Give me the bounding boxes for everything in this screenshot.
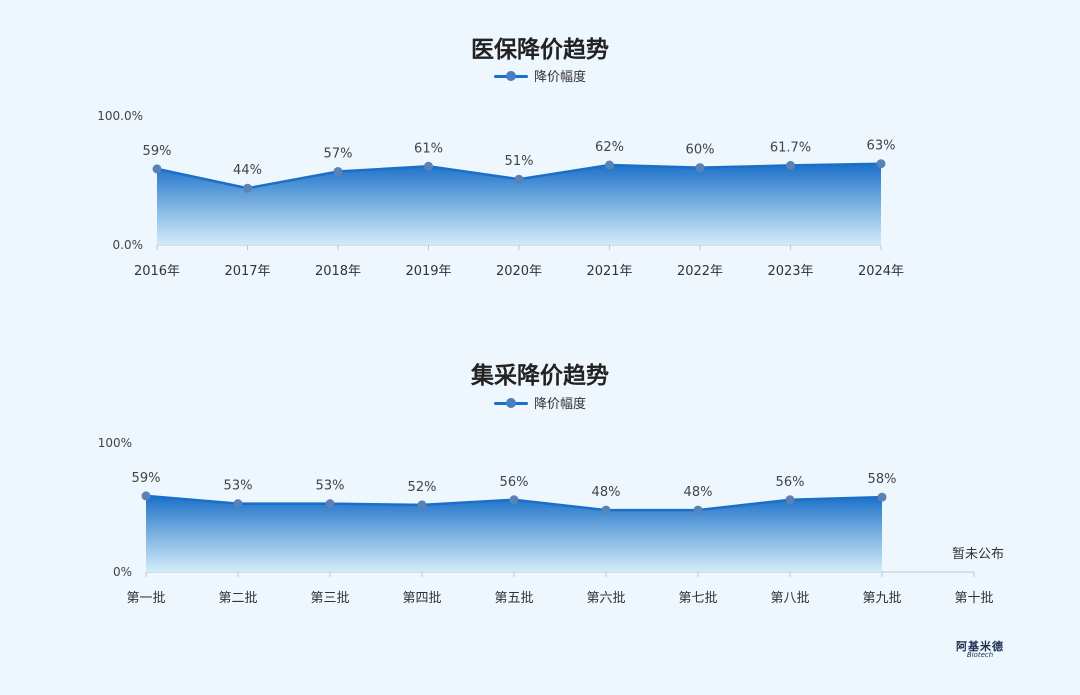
x-tick-label: 2019年 [405, 264, 451, 279]
data-point [876, 159, 886, 169]
x-tick-label: 2016年 [134, 264, 180, 279]
data-point [333, 166, 343, 176]
legend-line-marker-icon [493, 70, 528, 82]
data-point [141, 491, 151, 501]
data-point [877, 492, 887, 502]
chart1-legend-label: 降价幅度 [533, 70, 586, 85]
data-label: 44% [233, 163, 262, 178]
data-label: 63% [867, 139, 896, 154]
data-point [424, 161, 433, 171]
x-tick-label: 第九批 [862, 591, 901, 606]
data-label: 48% [684, 485, 713, 500]
data-label: 59% [132, 471, 161, 486]
x-tick-label: 第五批 [494, 591, 533, 606]
x-tick-label: 第七批 [678, 591, 717, 606]
data-point [695, 163, 705, 173]
x-tick-label: 第二批 [218, 591, 257, 606]
y-tick-label: 0.0% [113, 238, 144, 252]
legend-line-marker-icon [493, 397, 528, 409]
series-area [146, 495, 882, 572]
chart1-legend: 降价幅度 [0, 66, 1080, 85]
x-tick-label: 第三批 [310, 591, 349, 606]
y-tick-label: 100.0% [97, 109, 143, 123]
x-tick-label: 2022年 [677, 264, 723, 279]
chart1-plot: 0.0% 100.0% 2016年 59% 2017年 44% 2018年 57% 2019年 6… [97, 109, 904, 279]
data-label: 61.7% [770, 140, 811, 155]
not-published-note: 暂未公布 [952, 547, 1004, 562]
y-tick-label: 0% [113, 565, 132, 579]
data-label: 57% [324, 146, 353, 161]
data-point [509, 495, 519, 505]
x-tick-label: 第八批 [770, 591, 809, 606]
data-point [417, 500, 427, 510]
x-tick-label: 2020年 [496, 264, 542, 279]
data-label: 59% [143, 144, 172, 159]
x-tick-label: 2024年 [858, 264, 904, 279]
brand-subtitle: Biotech [966, 651, 994, 659]
data-point [325, 499, 335, 509]
data-point [605, 160, 614, 170]
data-label: 58% [868, 472, 897, 487]
data-label: 61% [414, 141, 443, 156]
data-point [514, 174, 524, 184]
chart2-title: 集采降价趋势 [471, 363, 609, 389]
brand-logo: 阿基米德 Biotech [956, 641, 1004, 659]
x-tick-label: 第一批 [126, 591, 165, 606]
data-label: 51% [505, 154, 534, 169]
x-tick-label: 2018年 [315, 264, 361, 279]
data-label: 48% [592, 485, 621, 500]
data-label: 60% [686, 143, 715, 158]
data-point [601, 505, 611, 515]
data-point [152, 164, 162, 174]
data-label: 56% [500, 475, 529, 490]
x-tick-label: 2017年 [224, 264, 270, 279]
data-point [785, 495, 795, 505]
series-area [157, 163, 881, 245]
x-tick-label: 2021年 [586, 264, 632, 279]
data-point [786, 160, 795, 170]
data-label: 62% [595, 140, 624, 155]
y-tick-label: 100% [98, 436, 132, 450]
data-point [693, 505, 703, 515]
x-tick-label: 第四批 [402, 591, 441, 606]
brand-name: 阿基米德 [956, 640, 1004, 653]
data-point [243, 183, 252, 193]
x-tick-label: 2023年 [767, 264, 813, 279]
chart2-legend-label: 降价幅度 [533, 397, 586, 412]
data-label: 53% [316, 479, 345, 494]
data-label: 53% [224, 479, 253, 494]
x-tick-label: 第十批 [954, 591, 993, 606]
data-point [233, 499, 243, 509]
data-label: 52% [408, 480, 437, 495]
x-tick-label: 第六批 [586, 591, 625, 606]
chart1-title: 医保降价趋势 [471, 37, 609, 63]
chart2-legend: 降价幅度 [0, 393, 1080, 412]
data-label: 56% [776, 475, 805, 490]
